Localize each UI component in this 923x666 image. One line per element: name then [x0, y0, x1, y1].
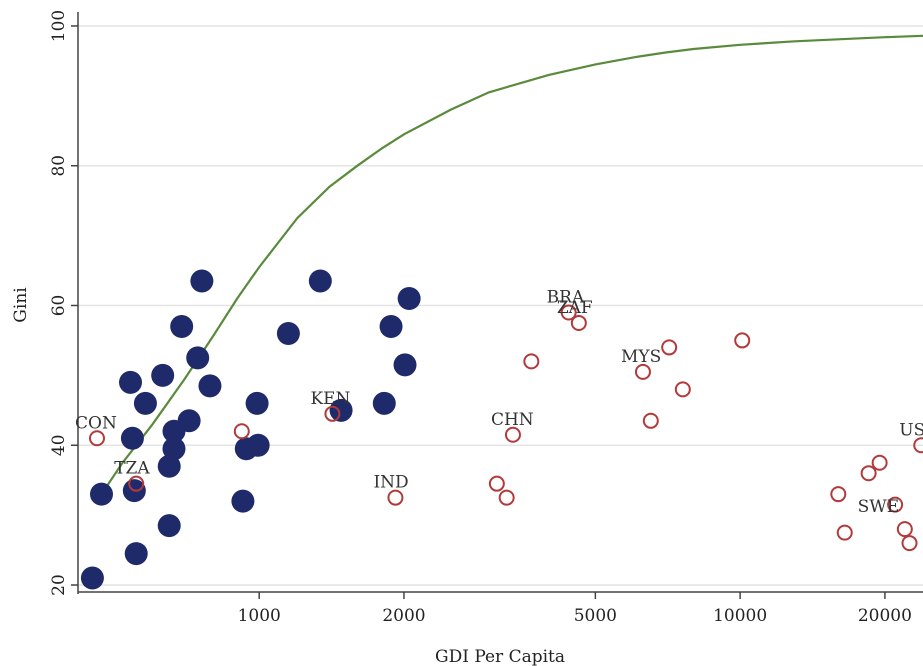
country-label: IND [373, 473, 408, 493]
filled-point [162, 437, 186, 461]
curve-layer [100, 34, 923, 495]
filled-point [379, 314, 403, 338]
hollow-point [830, 486, 847, 503]
y-tick-label: 20 [49, 574, 69, 596]
y-axis-title: Gini [11, 287, 31, 323]
country-label: SWE [858, 497, 900, 517]
filled-point [231, 489, 255, 513]
filled-point [198, 374, 222, 398]
hollow-point [887, 496, 904, 513]
filled-point [157, 514, 181, 538]
y-tick-label: 80 [49, 155, 69, 177]
filled-point [89, 482, 113, 506]
y-tick-label: 60 [49, 295, 69, 317]
points-layer [80, 269, 923, 590]
filled-point [133, 391, 157, 415]
hollow-point [860, 465, 877, 482]
hollow-point [661, 339, 678, 356]
grid-layer [78, 25, 923, 586]
hollow-point [233, 423, 250, 440]
filled-point [190, 269, 214, 293]
hollow-point [642, 412, 659, 429]
x-tick-label: 1000 [238, 606, 281, 626]
filled-point [186, 346, 210, 370]
hollow-point [734, 332, 751, 349]
filled-point [276, 321, 300, 345]
hollow-point [913, 437, 923, 454]
x-tick-label: 2000 [382, 606, 425, 626]
hollow-point [896, 521, 913, 538]
hollow-point [523, 353, 540, 370]
hollow-point [570, 314, 587, 331]
y-tick-label: 100 [49, 10, 69, 42]
fitted-curve [100, 34, 923, 495]
filled-point [245, 391, 269, 415]
hollow-point [488, 475, 505, 492]
x-tick-label: 20000 [858, 606, 912, 626]
filled-point [120, 426, 144, 450]
country-label: CON [75, 413, 117, 433]
country-label: TZA [114, 459, 150, 479]
hollow-point [871, 454, 888, 471]
hollow-point [387, 489, 404, 506]
hollow-point [901, 535, 918, 552]
filled-point [177, 409, 201, 433]
hollow-point [89, 430, 106, 447]
hollow-point [634, 363, 651, 380]
hollow-point [324, 405, 341, 422]
filled-point [157, 454, 181, 478]
filled-point [124, 542, 148, 566]
filled-point [246, 433, 270, 457]
filled-point [372, 391, 396, 415]
filled-point [80, 566, 104, 590]
hollow-point [498, 489, 515, 506]
filled-point [170, 314, 194, 338]
x-tick-label: 10000 [713, 606, 767, 626]
x-axis-title: GDI Per Capita [435, 647, 565, 666]
hollow-point [674, 381, 691, 398]
hollow-point [128, 475, 145, 492]
x-tick-label: 5000 [574, 606, 617, 626]
country-label: MYS [621, 347, 661, 367]
axes-layer: 20 40 60 80 100 1000 2000 5000 10000 20000 [49, 10, 923, 626]
filled-point [393, 353, 417, 377]
filled-point [397, 287, 421, 311]
y-tick-label: 40 [49, 434, 69, 456]
hollow-point [836, 524, 853, 541]
filled-point [329, 398, 353, 422]
hollow-point [504, 426, 521, 443]
country-label: BRA [547, 287, 585, 307]
filled-point [118, 370, 142, 394]
country-label: USA [899, 420, 923, 440]
filled-point [308, 269, 332, 293]
country-label: KEN [310, 389, 350, 409]
country-label: CHN [491, 410, 534, 430]
country-label: ZAF [557, 298, 593, 318]
filled-point [151, 363, 175, 387]
hollow-point [560, 304, 577, 321]
